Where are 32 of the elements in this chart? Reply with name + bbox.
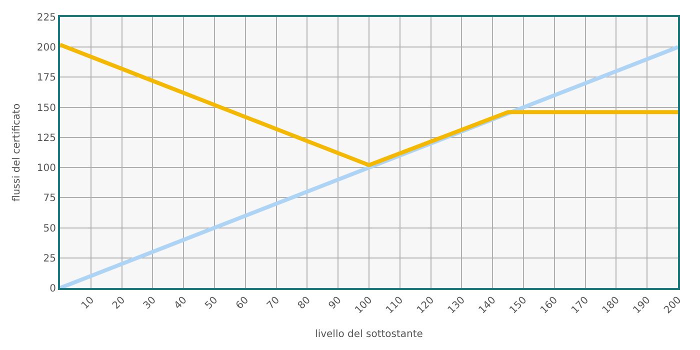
- y-axis-title: flussi del certificato: [11, 104, 22, 202]
- y-tick-label: 50: [43, 223, 56, 234]
- y-tick-label: 150: [36, 102, 56, 114]
- x-tick-label: 180: [600, 294, 622, 316]
- y-tick-label: 25: [43, 253, 56, 264]
- y-tick-label: 0: [50, 284, 56, 294]
- y-tick-label: 175: [36, 72, 56, 84]
- x-tick-label: 130: [446, 294, 468, 316]
- x-tick-label: 120: [415, 294, 436, 316]
- x-tick-label: 140: [476, 294, 498, 316]
- x-tick-label: 10: [80, 294, 97, 312]
- y-tick-label: 100: [36, 163, 56, 174]
- x-tick-label: 190: [631, 294, 653, 316]
- x-tick-label: 200: [662, 294, 684, 316]
- x-tick-label: 110: [384, 294, 406, 316]
- x-axis-title: livello del sottostante: [315, 329, 423, 340]
- x-tick-label: 40: [172, 294, 190, 312]
- y-tick-label: 75: [43, 193, 56, 204]
- x-tick-label: 90: [326, 294, 344, 312]
- x-tick-label: 160: [538, 294, 560, 316]
- x-tick-label: 70: [265, 294, 282, 312]
- x-tick-label: 30: [142, 294, 158, 312]
- x-tick-label: 20: [110, 294, 128, 312]
- x-tick-label: 170: [570, 294, 591, 316]
- y-tick-label: 200: [36, 42, 56, 54]
- x-tick-label: 60: [234, 294, 252, 312]
- y-tick-label: 225: [36, 12, 56, 24]
- x-tick-label: 150: [508, 294, 530, 316]
- x-tick-label: 80: [296, 294, 313, 312]
- x-tick-label: 50: [203, 294, 220, 312]
- x-tick-label: 100: [353, 294, 375, 316]
- y-tick-label: 125: [36, 132, 56, 144]
